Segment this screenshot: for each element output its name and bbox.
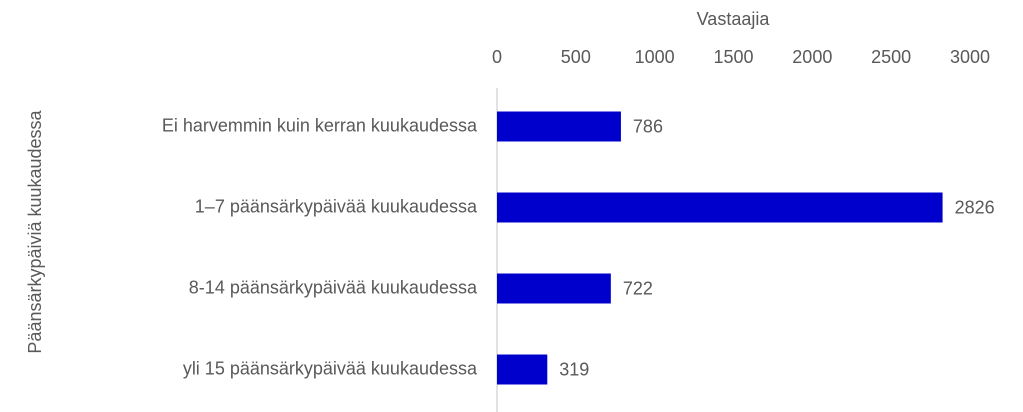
y-tick-label: 8-14 päänsärkypäivää kuukaudessa — [189, 277, 478, 297]
bar — [497, 354, 548, 385]
data-label: 786 — [633, 116, 663, 136]
x-tick-label: 2000 — [792, 47, 832, 67]
bar — [497, 192, 943, 223]
y-axis-title: Päänsärkypäiviä kuukaudessa — [25, 109, 45, 353]
x-tick-label: 1500 — [713, 47, 753, 67]
bar — [497, 273, 611, 304]
x-axis-title: Vastaajia — [697, 9, 771, 29]
y-tick-label: yli 15 päänsärkypäivää kuukaudessa — [183, 358, 478, 378]
y-tick-label: Ei harvemmin kuin kerran kuukaudessa — [162, 115, 478, 135]
y-tick-label: 1–7 päänsärkypäivää kuukaudessa — [195, 196, 478, 216]
x-tick-label: 3000 — [950, 47, 990, 67]
data-label: 319 — [559, 359, 589, 379]
bar — [497, 111, 621, 142]
x-tick-label: 0 — [492, 47, 502, 67]
x-tick-label: 1000 — [635, 47, 675, 67]
data-label: 2826 — [955, 197, 995, 217]
x-tick-label: 500 — [561, 47, 591, 67]
data-label: 722 — [623, 278, 653, 298]
x-tick-label: 2500 — [871, 47, 911, 67]
